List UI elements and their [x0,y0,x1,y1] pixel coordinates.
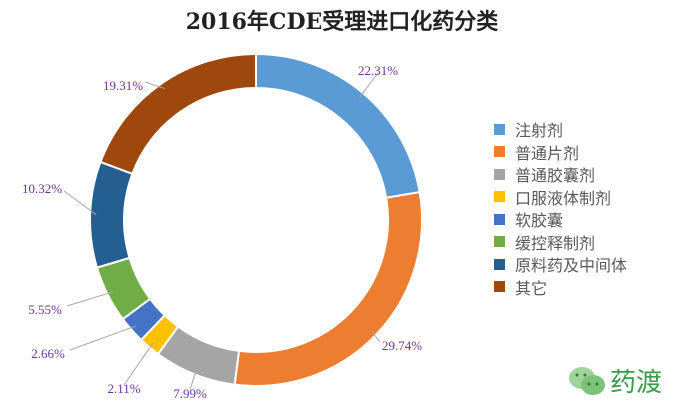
leader-line [144,81,165,90]
data-label: 29.74% [382,338,422,353]
leader-line [358,72,379,99]
legend: 注射剂 普通片剂普通胶囊剂 口服液体制剂 软胶囊 缓控释制剂原料药及中间体 其它 [494,118,627,298]
watermark-logo: 药渡 [568,362,662,399]
leader-line [66,291,114,307]
legend-swatch [494,213,505,225]
legend-swatch [494,146,505,158]
donut-slice-8 [99,52,257,176]
legend-label: 普通片剂 [515,143,580,163]
leader-line [123,342,154,386]
leader-line [69,325,137,351]
legend-label: 普通胶囊剂 [515,166,596,186]
watermark-text: 药渡 [610,368,663,398]
data-label: 2.66% [31,346,65,361]
legend-swatch [494,281,505,293]
legend-item: 缓控释制剂 [494,231,627,254]
legend-label: 注射剂 [515,121,564,141]
data-label: 2.11% [107,381,140,396]
legend-item: 注射剂 [494,118,627,141]
legend-swatch [494,168,505,180]
legend-swatch [494,258,505,270]
legend-swatch [494,123,505,135]
legend-label: 软胶囊 [515,211,564,231]
leader-line [370,330,381,343]
legend-item: 普通片剂 [494,141,627,164]
wechat-icon [569,366,605,395]
donut-slice-2 [233,190,423,387]
legend-label: 缓控释制剂 [515,233,596,253]
data-label: 5.55% [28,302,62,317]
legend-item: 普通胶囊剂 [494,163,627,186]
data-label: 10.32% [22,181,62,196]
legend-item: 软胶囊 [494,208,627,231]
legend-item: 其它 [494,276,627,299]
data-label: 22.31% [358,63,398,78]
legend-swatch [494,236,505,248]
legend-label: 其它 [515,278,548,298]
legend-label: 口服液体制剂 [515,188,612,208]
donut-slice-7 [89,160,134,269]
leader-line [63,190,97,216]
legend-swatch [494,191,505,203]
legend-item: 原料药及中间体 [494,253,627,276]
chart-title: 2016年CDE受理进口化药分类 [185,9,499,35]
legend-item: 口服液体制剂 [494,186,627,209]
data-label: 7.99% [173,386,207,401]
legend-label: 原料药及中间体 [515,256,628,276]
leader-line [189,368,198,391]
data-label: 19.31% [103,78,143,93]
